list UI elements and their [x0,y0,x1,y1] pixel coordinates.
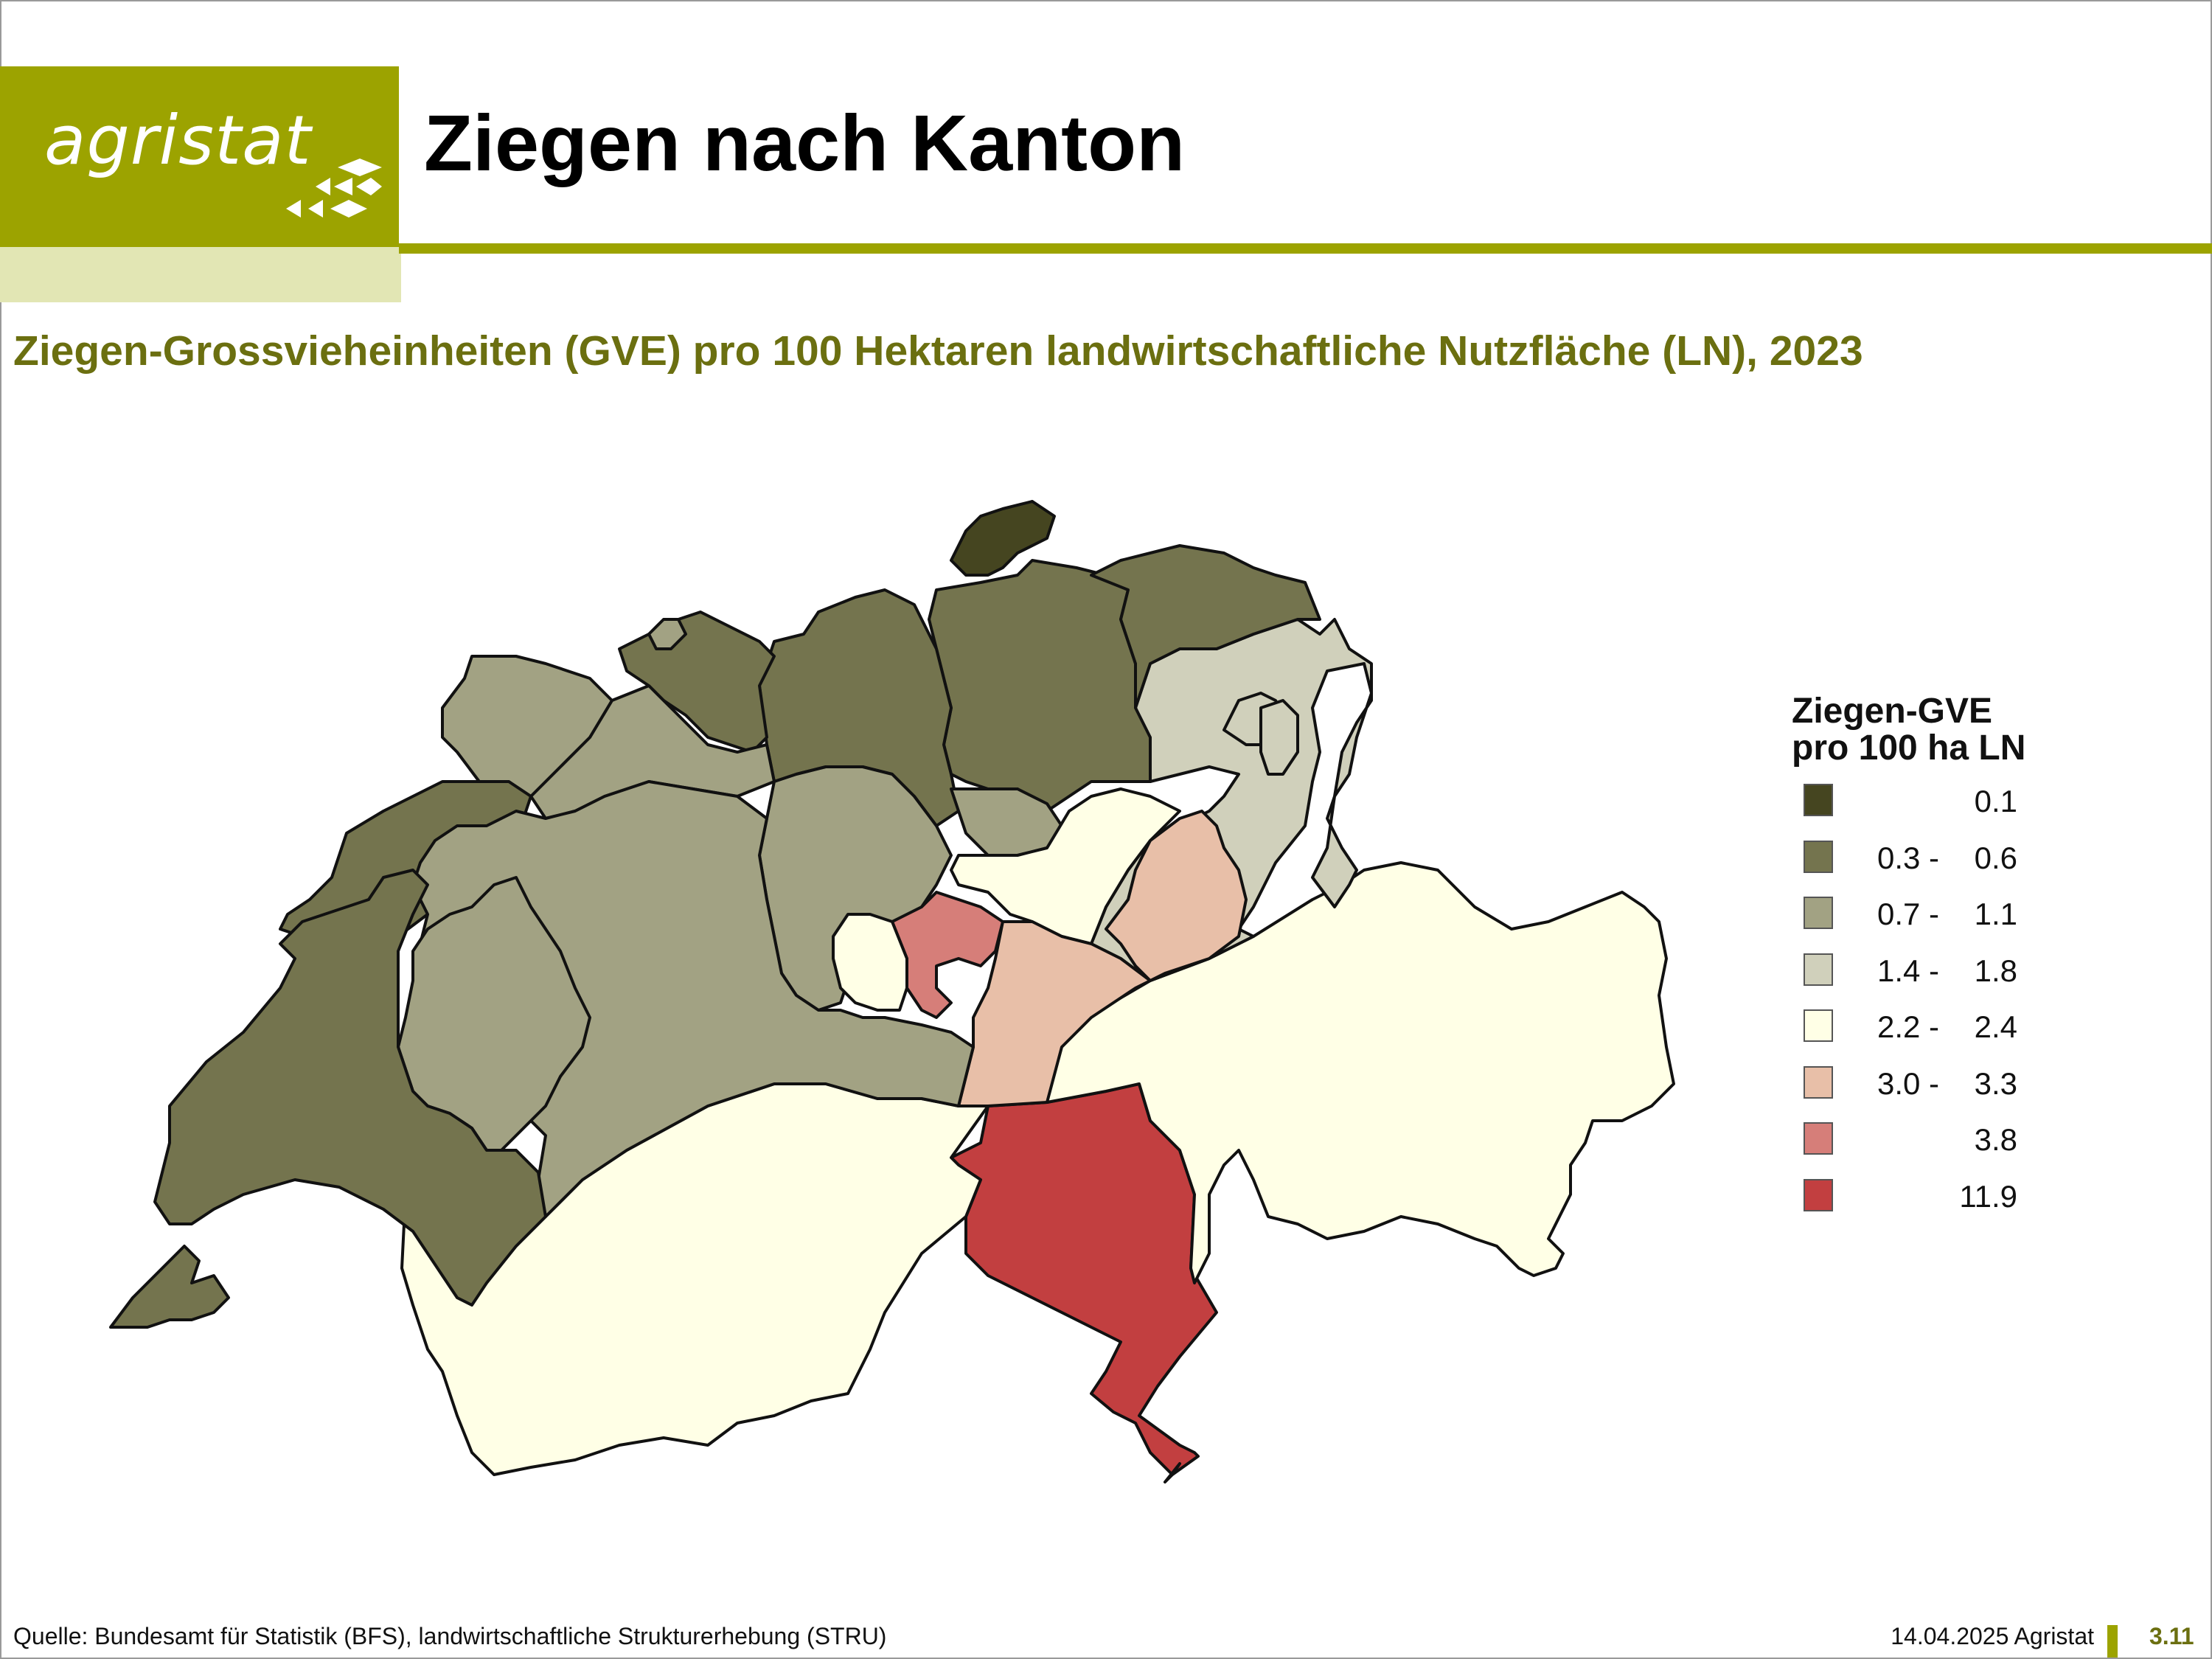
canton-nidwalden [832,913,908,1012]
legend-swatch [1804,840,1833,873]
legend-range-low: 3.0 - [1877,1065,1940,1101]
legend-range-low: 0.3 - [1877,840,1940,875]
canton-zurich [928,559,1152,813]
canton-appenzell-ir [1259,699,1299,776]
legend-row: 3.8 [1804,1122,2025,1156]
legend-row: 0.7 - 1.1 [1804,897,2025,931]
legend-row: 0.1 [1804,784,2025,818]
legend-swatch [1804,1122,1833,1155]
legend-title: Ziegen-GVE pro 100 ha LN [1792,693,2025,767]
agristat-logo: agristat [44,101,312,180]
footer-date: 14.04.2025 Agristat [1891,1623,2094,1649]
legend-range-high: 1.1 [1974,897,2017,931]
map-subtitle: Ziegen-Grossvieheinheiten (GVE) pro 100 … [13,327,1863,375]
canton-obwalden [891,891,1004,1019]
legend-range-low: 0.7 - [1877,897,1940,931]
legend-title-line1: Ziegen-GVE [1792,692,1993,731]
canton-vaud [153,869,547,1307]
legend-range-high: 3.3 [1974,1065,2017,1101]
canton-thurgau [1090,544,1321,709]
legend-swatch [1804,784,1833,816]
page-title: Ziegen nach Kanton [424,98,1186,187]
legend-title-line2: pro 100 ha LN [1792,728,2026,768]
legend-range-low: 1.4 - [1877,953,1940,988]
legend-range-high: 0.6 [1974,840,2017,875]
title-rule [399,243,2212,254]
legend-range-high: 2.4 [1974,1009,2017,1044]
legend-range-high: 3.8 [1974,1122,2017,1157]
logo-accent-band [0,247,401,302]
legend-swatch [1804,1178,1833,1211]
legend-swatch [1804,953,1833,986]
page-number: 3.11 [2149,1623,2194,1649]
canton-schaffhausen [950,500,1056,577]
legend-row: 2.2 - 2.4 [1804,1009,2025,1043]
footer-source: Quelle: Bundesamt für Statistik (BFS), l… [13,1623,887,1649]
legend-row: 3.0 - 3.3 [1804,1065,2025,1101]
canton-uri [957,920,1152,1107]
legend-range-high: 0.1 [1974,784,2017,818]
legend-range-high: 11.9 [1959,1178,2017,1214]
legend-range-high: 1.8 [1974,953,2017,988]
legend-row: 11.9 [1804,1178,2025,1214]
legend-swatch [1804,897,1833,929]
logo-background [0,66,399,247]
legend-swatch [1804,1065,1833,1099]
legend-row: 0.3 - 0.6 [1804,840,2025,875]
footer-divider [2107,1625,2118,1658]
legend-swatch [1804,1009,1833,1042]
canton-glarus [1105,810,1248,982]
logo-triangles-icon [286,159,382,218]
canton-basel-stadt [647,618,687,650]
canton-graubuenden [1046,861,1675,1284]
canton-jura [441,655,613,798]
legend-range-low: 2.2 - [1877,1009,1940,1044]
legend-row: 1.4 - 1.8 [1804,953,2025,987]
canton-geneva [109,1245,230,1329]
canton-schwyz [950,787,1181,945]
